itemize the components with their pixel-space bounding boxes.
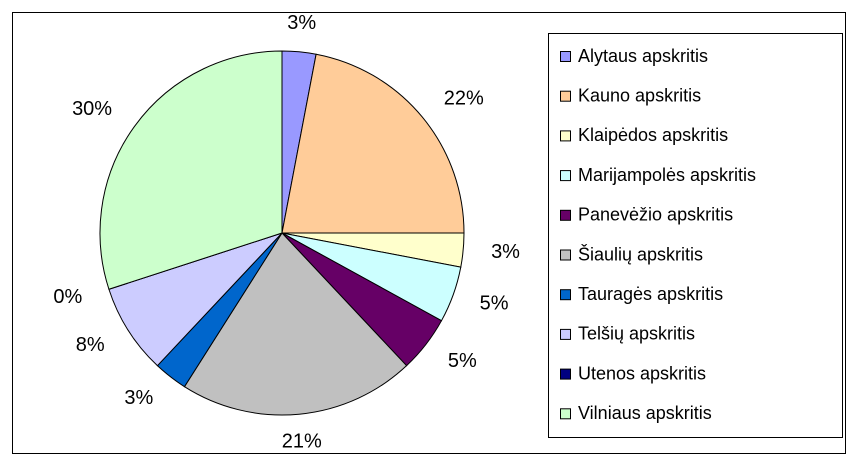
legend-swatch [560, 368, 571, 380]
data-label: 3% [491, 241, 520, 263]
data-label: 30% [72, 98, 112, 120]
legend-swatch [560, 249, 571, 261]
legend-swatch [560, 130, 571, 142]
data-label: 5% [448, 350, 477, 372]
legend-box [548, 33, 843, 438]
pie-slice [108, 232, 283, 367]
data-label: 22% [444, 87, 484, 109]
legend-swatch [560, 408, 571, 420]
data-label: 3% [124, 387, 153, 409]
legend-label: Telšių apskritis [578, 324, 695, 344]
legend-label: Marijampolės apskritis [578, 165, 756, 185]
legend-label: Šiaulių apskritis [578, 243, 703, 264]
legend-swatch [560, 51, 571, 62]
data-label: 0% [53, 286, 82, 308]
legend-swatch [560, 170, 571, 182]
data-label: 8% [76, 334, 105, 356]
legend-swatch [560, 209, 571, 221]
data-label: 21% [282, 430, 322, 452]
legend-label: Klaipėdos apskritis [578, 125, 728, 145]
legend-label: Tauragės apskritis [578, 284, 723, 304]
pie-slice [281, 53, 465, 234]
legend-label: Panevėžio apskritis [578, 205, 733, 225]
legend-swatch [560, 328, 571, 340]
legend-label: Kauno apskritis [578, 85, 701, 105]
pie-slice [183, 232, 408, 416]
data-label: 3% [287, 12, 316, 34]
legend-label: Alytaus apskritis [578, 46, 708, 66]
data-label: 5% [480, 292, 509, 314]
legend-label: Vilniaus apskritis [578, 403, 712, 423]
legend-label: Utenos apskritis [578, 363, 706, 383]
legend-swatch [560, 90, 571, 102]
pie-slice [99, 50, 283, 290]
legend-swatch [560, 289, 571, 301]
